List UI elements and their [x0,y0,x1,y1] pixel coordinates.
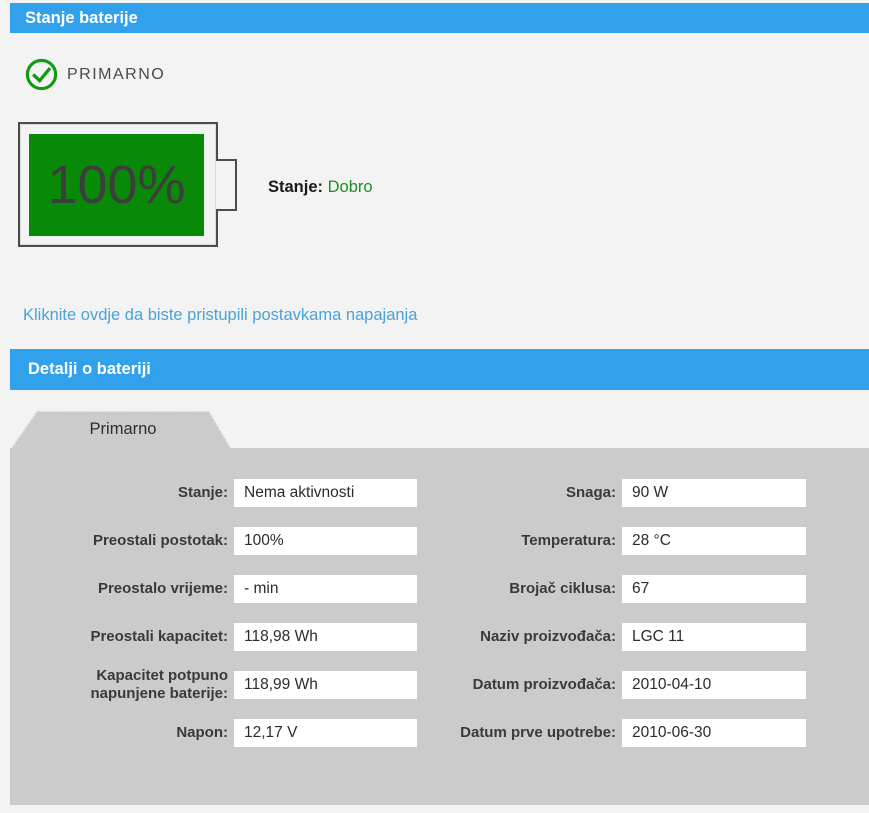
detail-field-value[interactable]: - min [234,575,417,603]
primary-battery-status: PRIMARNO [25,58,165,91]
power-settings-link[interactable]: Kliknite ovdje da biste pristupili posta… [23,306,418,324]
detail-field-value[interactable]: 118,99 Wh [234,671,417,699]
detail-field-row: Snaga: 90 W [430,479,806,507]
detail-field-label: Napon: [176,724,228,741]
detail-field-row: Datum proizvođača: 2010-04-10 [430,671,806,699]
detail-field-value[interactable]: 28 °C [622,527,806,555]
battery-charge-level: 100% [29,134,204,236]
detail-field-label: Preostali kapacitet: [90,628,228,645]
detail-field-label: Kapacitet potpuno napunjene baterije: [90,667,228,702]
check-circle-icon [25,58,58,91]
detail-field-value[interactable]: 90 W [622,479,806,507]
detail-field-label: Temperatura: [521,532,616,549]
battery-health-label: Stanje: [268,178,324,196]
detail-field-row: Kapacitet potpuno napunjene baterije: 11… [20,667,417,702]
details-column-left: Stanje: Nema aktivnosti Preostali postot… [20,479,417,767]
tab-primarno-shape[interactable] [0,410,245,449]
detail-field-row: Napon: 12,17 V [20,719,417,747]
detail-field-value[interactable]: 2010-04-10 [622,671,806,699]
detail-field-label: Brojač ciklusa: [509,580,616,597]
detail-field-value[interactable]: Nema aktivnosti [234,479,417,507]
detail-field-label: Datum proizvođača: [472,676,616,693]
detail-field-row: Stanje: Nema aktivnosti [20,479,417,507]
battery-health-value: Dobro [327,178,373,196]
detail-field-value[interactable]: 118,98 Wh [234,623,417,651]
battery-graphic: 100% [18,122,237,247]
detail-field-label: Stanje: [177,484,228,501]
details-column-right: Snaga: 90 W Temperatura: 28 °C Brojač ci… [430,479,806,767]
battery-health-line: Stanje: Dobro [268,178,373,197]
detail-field-value[interactable]: 12,17 V [234,719,417,747]
detail-field-row: Preostali kapacitet: 118,98 Wh [20,623,417,651]
detail-field-row: Temperatura: 28 °C [430,527,806,555]
section-header-battery-details-title: Detalji o bateriji [28,360,151,378]
detail-field-row: Datum prve upotrebe: 2010-06-30 [430,719,806,747]
detail-field-row: Brojač ciklusa: 67 [430,575,806,603]
detail-field-label: Snaga: [565,484,616,501]
detail-field-value[interactable]: 67 [622,575,806,603]
section-header-battery-state: Stanje baterije [10,3,869,33]
detail-field-value[interactable]: 2010-06-30 [622,719,806,747]
detail-field-row: Preostali postotak: 100% [20,527,417,555]
detail-field-label: Datum prve upotrebe: [460,724,616,741]
detail-field-label: Preostali postotak: [92,532,228,549]
detail-field-row: Preostalo vrijeme: - min [20,575,417,603]
battery-terminal [216,159,237,211]
section-header-battery-details: Detalji o bateriji [10,349,869,390]
detail-field-value[interactable]: LGC 11 [622,623,806,651]
tab-primarno[interactable]: Primarno [89,420,157,438]
detail-field-label: Preostalo vrijeme: [97,580,228,597]
detail-field-row: Naziv proizvođača: LGC 11 [430,623,806,651]
primary-battery-label: PRIMARNO [67,65,166,83]
detail-field-value[interactable]: 100% [234,527,417,555]
section-header-battery-state-title: Stanje baterije [25,9,138,27]
detail-field-label: Naziv proizvođača: [480,628,616,645]
